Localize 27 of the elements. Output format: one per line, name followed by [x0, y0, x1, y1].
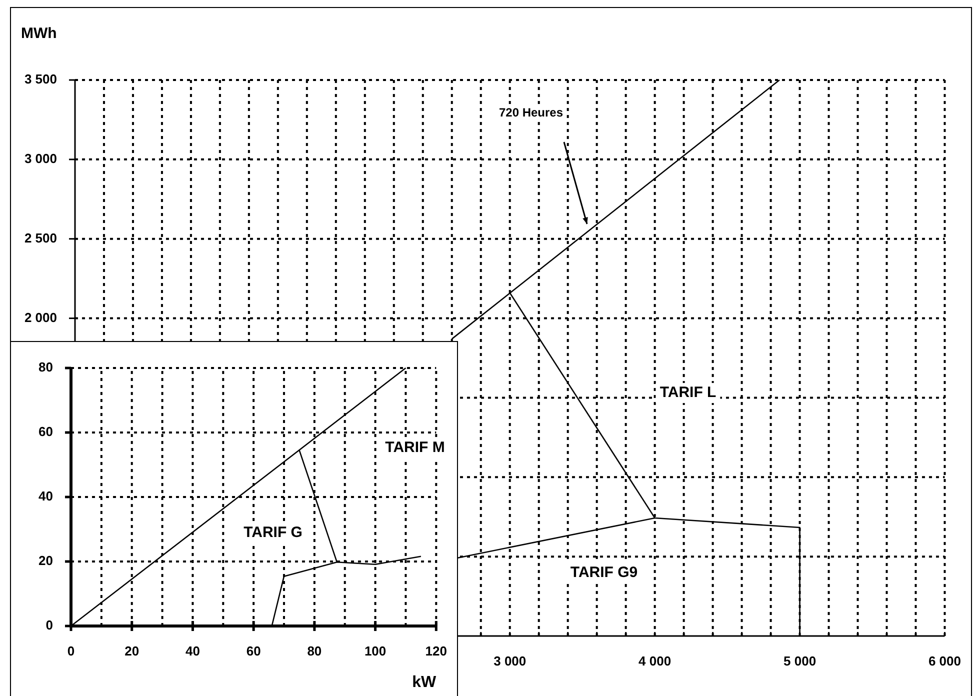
annotation: 720 Heures [498, 105, 564, 120]
y-tick-label: 3 000 [24, 151, 57, 166]
x-tick-label: 5 000 [784, 653, 816, 668]
annotation: TARIF L [660, 384, 716, 402]
y-tick-label: 40 [38, 488, 53, 504]
x-tick-label: 6 000 [928, 653, 962, 668]
y-tick-label: 2 500 [24, 230, 57, 246]
x-tick-label: 40 [185, 643, 200, 658]
x-tick-label: 60 [246, 643, 261, 658]
y-tick-label: 3 500 [24, 72, 57, 87]
y-axis-title: MWh [21, 25, 57, 42]
x-tick-label: 3 000 [494, 653, 526, 668]
x-tick-label: 0 [67, 643, 75, 658]
y-tick-label: 80 [38, 360, 53, 375]
x-tick-label: 100 [364, 643, 386, 658]
x-tick-label: 120 [425, 643, 448, 658]
y-tick-label: 20 [38, 553, 53, 568]
x-tick-label: 20 [124, 643, 140, 658]
y-tick-label: 0 [46, 618, 53, 633]
x-tick-label: 4 000 [638, 653, 672, 668]
y-tick-label: 2 000 [24, 310, 57, 325]
annotation: TARIF G9 [570, 564, 638, 582]
x-tick-label: 80 [307, 643, 322, 658]
annotation: TARIF M [385, 439, 445, 456]
x-axis-title: kW [412, 674, 438, 691]
annotation: TARIF G [244, 524, 302, 542]
y-tick-label: 60 [38, 424, 53, 440]
